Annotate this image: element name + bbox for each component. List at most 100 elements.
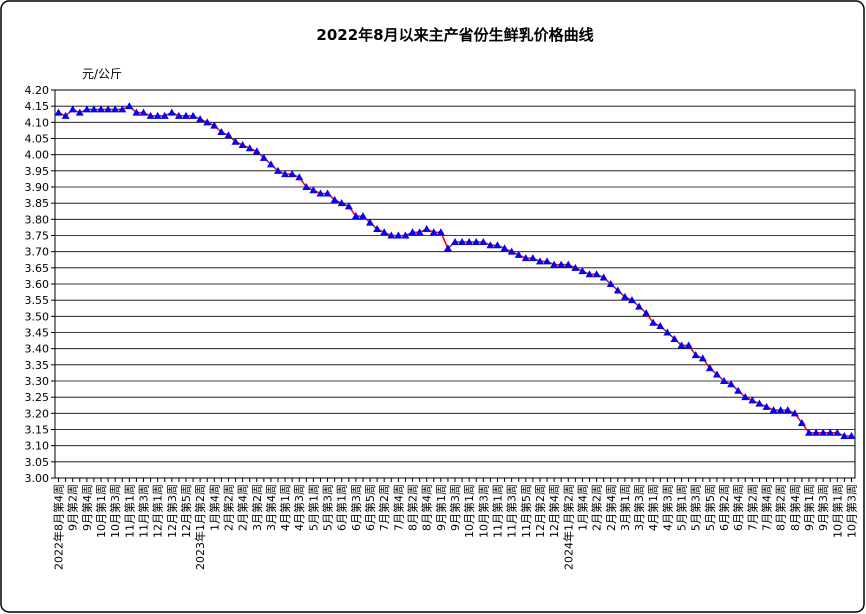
y-tick-label: 3.80: [25, 213, 50, 226]
marker: [111, 105, 120, 113]
x-tick-label: 11月第5周: [519, 484, 533, 538]
marker: [627, 296, 636, 304]
marker: [812, 428, 821, 436]
marker: [358, 212, 367, 220]
marker: [833, 428, 842, 436]
marker: [493, 241, 502, 249]
marker: [847, 431, 856, 439]
x-tick-label: 4月第1周: [646, 484, 660, 531]
x-tick-label: 6月第5周: [363, 484, 377, 531]
x-tick-label: 5月第1周: [306, 484, 320, 531]
x-tick-label: 2月第4周: [236, 484, 250, 531]
y-tick-label: 3.70: [25, 246, 50, 259]
x-tick-label: 4月第3周: [660, 484, 674, 531]
x-tick-label: 3月第3周: [632, 484, 646, 531]
marker: [337, 199, 346, 207]
marker: [274, 166, 283, 174]
marker: [691, 351, 700, 359]
marker: [281, 170, 290, 178]
x-tick-label: 2024年1月第2周: [561, 484, 575, 570]
marker: [61, 111, 70, 119]
marker: [415, 228, 424, 236]
y-tick-label: 3.10: [25, 440, 50, 453]
x-tick-label: 11月第3周: [136, 484, 150, 538]
marker: [755, 399, 764, 407]
marker: [472, 237, 481, 245]
y-tick-label: 3.50: [25, 310, 50, 323]
marker: [344, 202, 353, 210]
marker: [712, 370, 721, 378]
marker: [507, 247, 516, 255]
x-tick-label: 2月第2周: [221, 484, 235, 531]
marker: [323, 189, 332, 197]
marker: [231, 137, 240, 145]
x-tick-label: 2月第2周: [590, 484, 604, 531]
x-tick-label: 10月第1周: [94, 484, 108, 538]
x-tick-label: 1月第4周: [575, 484, 589, 531]
marker: [132, 108, 141, 116]
marker: [663, 328, 672, 336]
y-tick-label: 3.20: [25, 407, 50, 420]
y-tick-label: 4.00: [25, 149, 50, 162]
marker: [401, 231, 410, 239]
marker: [104, 105, 113, 113]
x-tick-label: 2023年1月第2周: [193, 484, 207, 570]
marker: [620, 292, 629, 300]
x-tick-label: 7月第4周: [760, 484, 774, 531]
x-tick-label: 8月第4周: [420, 484, 434, 531]
marker: [387, 231, 396, 239]
marker: [380, 228, 389, 236]
marker: [408, 228, 417, 236]
marker: [75, 108, 84, 116]
marker: [486, 241, 495, 249]
marker: [557, 260, 566, 268]
marker: [705, 364, 714, 372]
marker: [769, 406, 778, 414]
x-tick-label: 10月第1周: [462, 484, 476, 538]
x-tick-label: 9月第1周: [802, 484, 816, 531]
y-tick-label: 4.20: [25, 84, 50, 97]
marker: [840, 431, 849, 439]
marker: [677, 341, 686, 349]
marker: [670, 334, 679, 342]
marker: [797, 419, 806, 427]
marker: [720, 377, 729, 384]
x-tick-label: 2022年8月第4周: [52, 484, 66, 570]
marker: [139, 108, 148, 116]
x-tick-label: 6月第2周: [717, 484, 731, 531]
y-tick-label: 4.15: [25, 100, 50, 113]
x-tick-label: 6月第1周: [335, 484, 349, 531]
marker: [436, 228, 445, 236]
marker: [196, 115, 205, 123]
marker: [68, 105, 77, 113]
marker: [394, 231, 403, 239]
marker: [727, 380, 736, 388]
marker: [451, 237, 459, 245]
marker: [295, 173, 304, 181]
marker: [224, 131, 233, 139]
x-tick-label: 10月第3周: [844, 484, 858, 538]
x-tick-label: 4月第1周: [278, 484, 292, 531]
x-tick-label: 9月第2周: [66, 484, 80, 531]
marker: [118, 105, 127, 113]
marker: [606, 280, 615, 287]
marker: [330, 195, 339, 203]
marker: [252, 147, 261, 155]
marker: [181, 111, 190, 119]
x-tick-label: 10月第3周: [476, 484, 490, 538]
x-tick-label: 9月第4周: [80, 484, 94, 531]
x-tick-label: 11月第1周: [122, 484, 136, 538]
marker: [288, 170, 297, 178]
y-tick-label: 3.25: [25, 391, 50, 404]
marker: [479, 237, 488, 245]
marker: [89, 105, 98, 113]
x-tick-label: 5月第3周: [689, 484, 703, 531]
marker: [429, 228, 438, 236]
marker: [373, 225, 382, 233]
x-tick-label: 7月第4周: [391, 484, 405, 531]
marker: [500, 244, 509, 252]
marker: [592, 270, 601, 278]
x-tick-label: 4月第3周: [292, 484, 306, 531]
marker: [422, 225, 431, 233]
marker: [783, 406, 792, 414]
